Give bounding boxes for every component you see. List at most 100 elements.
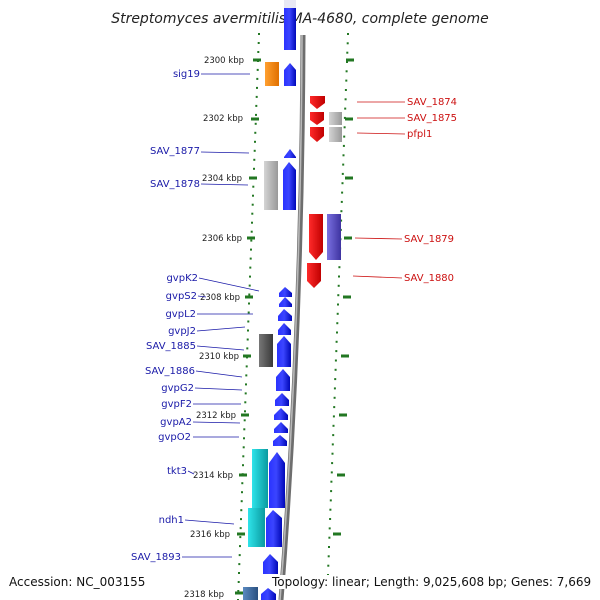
gene-label[interactable]: SAV_1878 (150, 179, 200, 190)
guide-dot (328, 546, 330, 548)
gene-feature[interactable] (269, 452, 285, 508)
gene-label[interactable]: gvpL2 (165, 309, 196, 320)
gene-feature[interactable] (329, 127, 342, 142)
gene-feature[interactable] (279, 297, 292, 307)
gene-feature[interactable] (278, 323, 291, 335)
gene-label[interactable]: gvpS2 (166, 291, 197, 302)
tick-label: 2302 kbp (203, 114, 243, 124)
guide-dot (249, 257, 252, 260)
guide-dot (342, 154, 345, 157)
gene-label[interactable]: gvpG2 (161, 383, 194, 394)
gene-feature[interactable] (252, 449, 268, 508)
gene-feature[interactable] (284, 63, 296, 86)
gene-feature[interactable] (273, 435, 287, 446)
gene-label[interactable]: SAV_1874 (407, 97, 457, 108)
guide-dot (337, 303, 339, 306)
guide-dot (334, 378, 337, 381)
reverse-strand-genes (307, 96, 342, 288)
gene-feature[interactable] (309, 214, 323, 260)
guide-dot (337, 294, 340, 297)
gene-label[interactable]: sig19 (173, 69, 200, 80)
guide-dot (241, 491, 243, 494)
guide-dot (249, 275, 251, 278)
gene-feature[interactable] (310, 96, 325, 109)
gene-label[interactable]: gvpJ2 (168, 326, 196, 337)
gene-label[interactable]: SAV_1880 (404, 273, 454, 284)
guide-dot (330, 480, 333, 483)
guide-dot (333, 396, 336, 399)
gene-feature[interactable] (279, 287, 292, 297)
gene-label[interactable]: SAV_1875 (407, 113, 457, 124)
guide-dot (328, 536, 331, 539)
guide-dot (254, 122, 257, 125)
tick-mark (235, 58, 261, 595)
guide-dot (240, 518, 242, 521)
guide-dot (239, 527, 242, 530)
guide-dot (243, 419, 246, 422)
gene-feature[interactable] (275, 393, 289, 406)
guide-dot (253, 158, 256, 161)
gene-label[interactable]: SAV_1893 (131, 552, 181, 563)
gene-feature[interactable] (277, 336, 291, 367)
gene-feature[interactable] (284, 149, 296, 158)
gene-feature[interactable] (259, 334, 273, 367)
gene-feature[interactable] (261, 588, 276, 600)
gene-feature[interactable] (310, 112, 324, 125)
gene-label[interactable]: gvpF2 (161, 399, 192, 410)
gene-label[interactable]: pfpl1 (407, 129, 432, 140)
guide-dot (256, 86, 258, 89)
gene-feature[interactable] (264, 161, 278, 210)
gene-feature[interactable] (274, 408, 288, 420)
tick-label: 2308 kbp (200, 293, 240, 303)
guide-dot (336, 331, 338, 334)
gene-feature[interactable] (266, 510, 282, 547)
gene-feature[interactable] (283, 162, 296, 210)
guide-dot (251, 212, 254, 215)
gene-feature[interactable] (265, 62, 279, 86)
gene-label[interactable]: tkt3 (167, 466, 187, 477)
genome-backbone-highlight (279, 34, 303, 600)
gene-feature[interactable] (327, 214, 341, 260)
gene-feature[interactable] (263, 554, 278, 574)
gene-label[interactable]: gvpA2 (160, 417, 192, 428)
gene-feature[interactable] (276, 369, 290, 391)
guide-dot (237, 590, 240, 592)
guide-dot (336, 312, 339, 315)
gene-feature[interactable] (284, 8, 296, 50)
ruler: 2300 kbp 2302 kbp 2304 kbp 2306 kbp 2308… (184, 56, 261, 600)
guide-dot (251, 221, 253, 224)
guide-dot (240, 509, 243, 512)
gene-label[interactable]: gvpK2 (166, 273, 198, 284)
guide-dot (254, 140, 256, 143)
guide-dot (337, 284, 340, 287)
tick-label: 2314 kbp (193, 471, 233, 481)
guide-dot (258, 33, 260, 35)
guide-dot (343, 116, 346, 119)
guide-dot (335, 350, 338, 353)
gene-feature[interactable] (274, 422, 288, 433)
gene-feature[interactable] (248, 508, 265, 547)
gene-label[interactable]: gvpO2 (158, 432, 191, 443)
gene-label[interactable]: SAV_1885 (146, 341, 196, 352)
gene-feature[interactable] (284, 0, 296, 8)
gene-label[interactable]: SAV_1879 (404, 234, 454, 245)
gene-label[interactable]: ndh1 (159, 515, 184, 526)
guide-dot (340, 200, 343, 203)
label-connectors-right (352, 101, 406, 279)
guide-dot (330, 490, 333, 493)
guide-dot (253, 149, 256, 152)
guide-dot (249, 266, 252, 269)
guide-dot (245, 383, 247, 386)
gene-label[interactable]: SAV_1886 (145, 366, 195, 377)
gene-feature[interactable] (278, 309, 292, 321)
gene-feature[interactable] (307, 263, 321, 288)
gene-label[interactable]: SAV_1877 (150, 146, 200, 157)
genome-backbone (278, 34, 306, 600)
gene-feature[interactable] (310, 127, 324, 142)
gene-feature[interactable] (329, 112, 342, 125)
guide-dot (254, 131, 257, 134)
guide-dot (238, 572, 240, 574)
gene-feature[interactable] (243, 587, 258, 600)
guide-dot (327, 564, 330, 567)
